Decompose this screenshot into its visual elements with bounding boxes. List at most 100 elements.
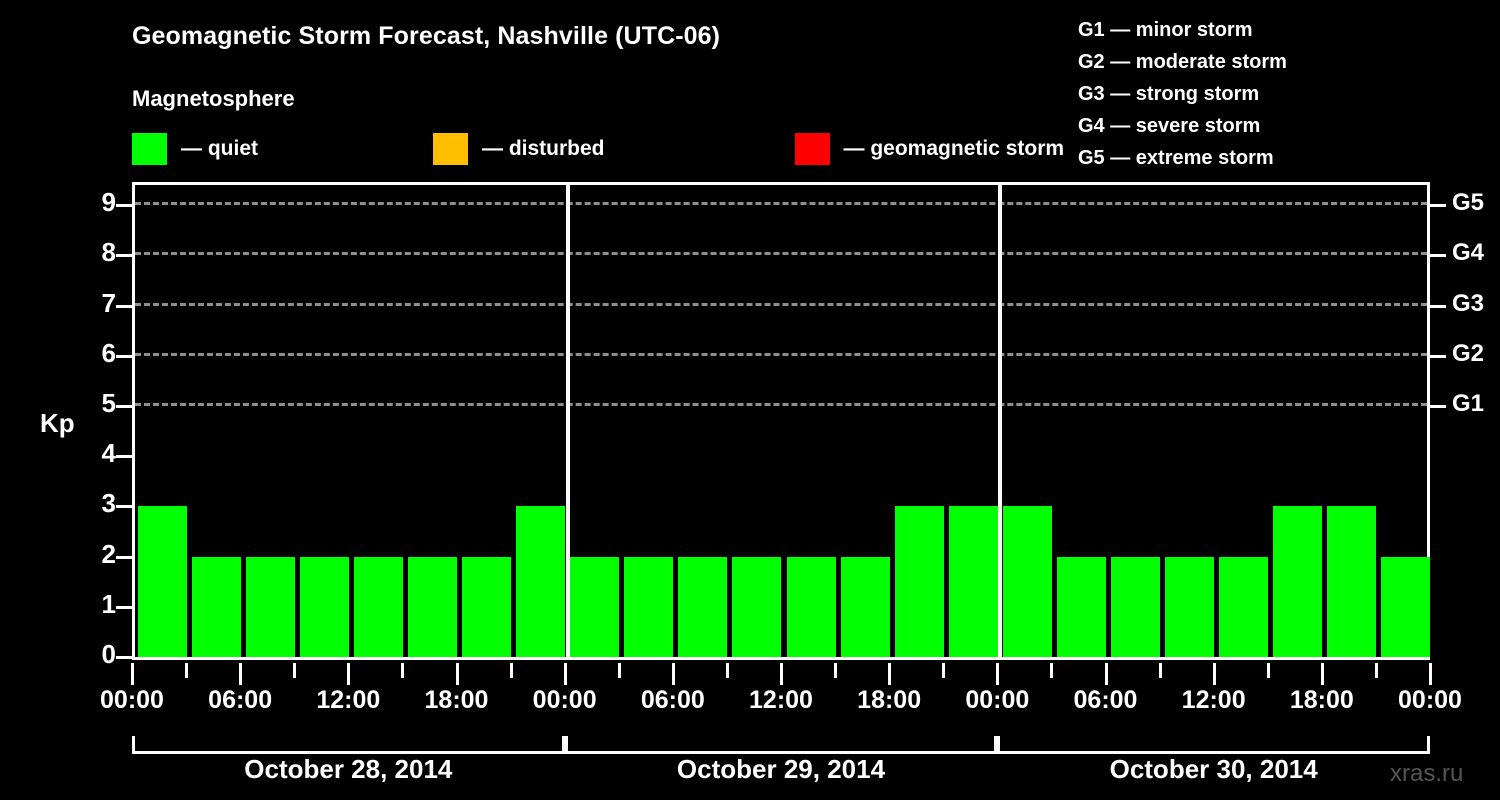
date-bracket-1 — [132, 736, 565, 754]
gscale-legend-line-4: G4 — severe storm — [1078, 115, 1261, 137]
kp-bar — [1111, 556, 1161, 657]
legend-entry-disturbed: — disturbed — [433, 133, 605, 165]
legend-swatch-disturbed — [433, 133, 468, 165]
kp-bar — [299, 556, 349, 657]
y-tick-mark-4 — [116, 455, 132, 459]
kp-bar — [786, 556, 836, 657]
x-tick-mark-18 — [1104, 663, 1108, 685]
kp-bar — [1056, 556, 1106, 657]
x-tick-label-12: 00:00 — [1398, 686, 1462, 714]
legend-swatch-quiet — [132, 133, 167, 165]
kp-bar — [624, 556, 674, 657]
bars-layer — [135, 185, 1431, 657]
g-tick-label-G4: G4 — [1452, 239, 1485, 267]
day-divider-1 — [565, 185, 570, 657]
gridline-kp-8 — [135, 252, 1427, 256]
gridline-kp-5 — [135, 402, 1427, 406]
x-tick-label-6: 12:00 — [749, 686, 813, 714]
legend-label-geomagnetic-storm: — geomagnetic storm — [843, 137, 1065, 160]
y-tick-mark-1 — [116, 605, 132, 609]
g-tick-mark-G5 — [1430, 204, 1446, 208]
legend-label-disturbed: — disturbed — [482, 137, 605, 160]
x-tick-label-7: 18:00 — [857, 686, 922, 714]
legend-swatch-geomagnetic-storm — [794, 133, 830, 165]
x-tick-mark-22 — [1320, 663, 1324, 685]
kp-bar — [462, 556, 512, 657]
x-tick-mark-17 — [1050, 663, 1054, 678]
y-tick-label-1: 1 — [101, 588, 116, 619]
x-tick-mark-20 — [1212, 663, 1216, 685]
y-tick-mark-6 — [116, 354, 132, 358]
kp-bar — [516, 506, 566, 657]
g-tick-label-G5: G5 — [1452, 189, 1485, 217]
gridline-kp-9 — [135, 202, 1427, 206]
kp-bar — [948, 506, 998, 657]
g-tick-mark-G4 — [1430, 254, 1446, 258]
gscale-legend-line-3: G3 — strong storm — [1078, 83, 1260, 105]
y-tick-label-5: 5 — [101, 387, 116, 418]
x-tick-mark-23 — [1374, 663, 1378, 678]
kp-bar — [137, 506, 187, 657]
date-label-1: October 28, 2014 — [244, 754, 453, 784]
x-tick-label-5: 06:00 — [640, 686, 705, 714]
legend-entry-quiet: — quiet — [132, 133, 258, 165]
legend-label-quiet: — quiet — [181, 137, 258, 160]
x-tick-mark-19 — [1158, 663, 1162, 678]
date-bracket-3 — [997, 736, 1430, 754]
x-tick-label-11: 18:00 — [1289, 686, 1354, 714]
x-tick-label-4: 00:00 — [532, 686, 597, 714]
x-tick-label-10: 12:00 — [1181, 686, 1246, 714]
g-tick-label-G3: G3 — [1452, 289, 1485, 317]
y-tick-mark-0 — [116, 656, 132, 659]
x-tick-label-2: 12:00 — [316, 686, 381, 714]
y-tick-mark-7 — [116, 304, 132, 308]
x-tick-mark-0 — [131, 663, 134, 685]
y-tick-mark-5 — [116, 404, 132, 408]
kp-bar — [407, 556, 457, 657]
kp-bar — [1219, 556, 1269, 657]
g-tick-label-G2: G2 — [1452, 339, 1485, 367]
kp-bar — [1327, 506, 1377, 657]
x-tick-mark-12 — [780, 663, 783, 685]
g-tick-mark-G3 — [1430, 304, 1446, 308]
gscale-legend: G1 — minor storm G2 — moderate storm G3 — … — [1078, 14, 1287, 174]
y-tick-label-7: 7 — [101, 287, 116, 318]
y-tick-mark-2 — [116, 555, 132, 559]
y-axis-title: Kp — [40, 408, 75, 438]
g-tick-label-G1: G1 — [1452, 389, 1485, 417]
y-tick-label-2: 2 — [101, 538, 116, 569]
x-tick-mark-4 — [347, 663, 351, 685]
y-tick-mark-8 — [116, 254, 132, 258]
x-tick-mark-1 — [185, 663, 189, 678]
x-tick-mark-7 — [509, 663, 513, 678]
x-tick-mark-14 — [888, 663, 892, 685]
color-legend: — quiet — disturbed — geomagnetic storm — [132, 133, 1064, 165]
kp-bar — [678, 556, 728, 657]
x-tick-label-8: 00:00 — [965, 686, 1030, 714]
kp-bar — [245, 556, 295, 657]
x-tick-mark-11 — [725, 663, 729, 678]
day-divider-2 — [998, 185, 1003, 657]
x-tick-label-3: 18:00 — [424, 686, 489, 714]
y-tick-label-9: 9 — [101, 187, 116, 218]
kp-bar — [570, 556, 620, 657]
x-tick-mark-6 — [455, 663, 459, 685]
x-tick-mark-2 — [239, 663, 243, 685]
date-label-3: October 30, 2014 — [1109, 754, 1318, 784]
gscale-legend-line-1: G1 — minor storm — [1078, 19, 1253, 41]
g-tick-mark-G2 — [1430, 354, 1446, 358]
y-tick-label-0: 0 — [101, 639, 116, 669]
y-tick-label-8: 8 — [101, 237, 116, 268]
gscale-legend-line-5: G5 — extreme storm — [1078, 147, 1274, 169]
x-tick-mark-24 — [1429, 663, 1432, 685]
g-tick-mark-G1 — [1430, 404, 1446, 408]
x-tick-label-0: 00:00 — [100, 686, 164, 714]
gridline-kp-6 — [135, 352, 1427, 356]
kp-bar — [1273, 506, 1323, 657]
kp-bar — [1381, 556, 1431, 657]
kp-bar — [894, 506, 944, 657]
date-bracket-2 — [564, 736, 998, 754]
page-title: Geomagnetic Storm Forecast, Nashville (U… — [132, 22, 721, 50]
kp-bar — [732, 556, 782, 657]
x-tick-mark-10 — [671, 663, 675, 685]
